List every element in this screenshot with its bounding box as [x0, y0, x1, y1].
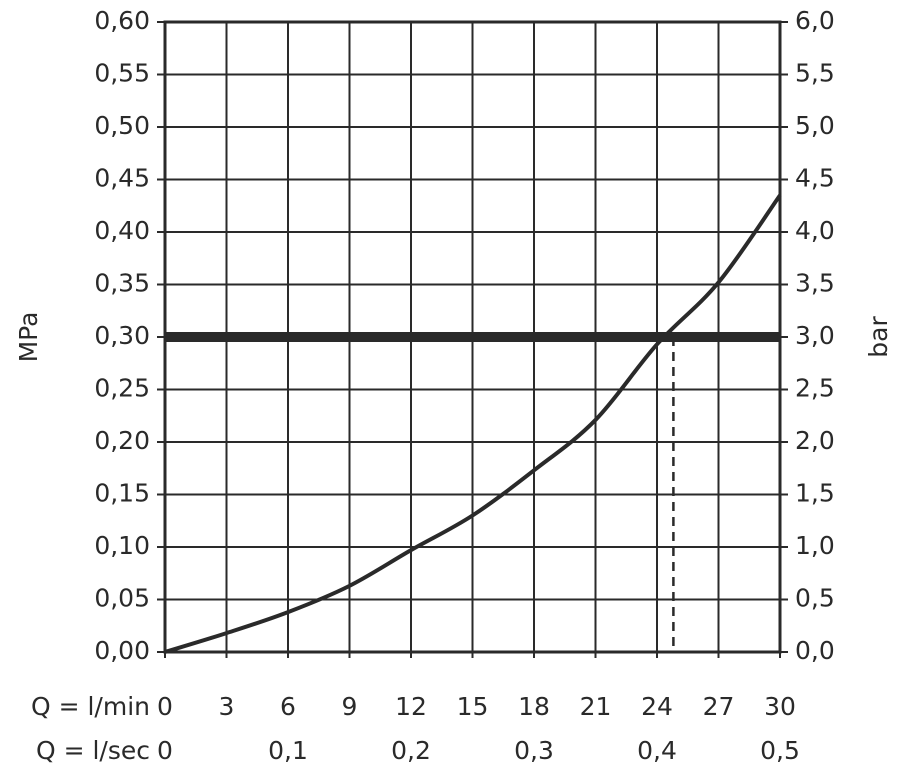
x2-tick-label: 0 [157, 736, 173, 765]
y-tick-label: 0,50 [94, 111, 150, 140]
y2-tick-label: 1,0 [795, 531, 835, 560]
x-tick-label: 6 [280, 692, 296, 721]
x-tick-label: 9 [342, 692, 358, 721]
y-tick-label: 0,20 [94, 426, 150, 455]
y2-tick-label: 5,5 [795, 59, 835, 88]
y2-tick-label: 2,5 [795, 374, 835, 403]
y2-axis-label: bar [864, 316, 893, 358]
y-tick-label: 0,40 [94, 216, 150, 245]
y2-tick-label: 3,5 [795, 269, 835, 298]
y2-tick-label: 0,0 [795, 636, 835, 665]
curve [164, 194, 782, 654]
y2-tick-label: 2,0 [795, 426, 835, 455]
x2-tick-label: 0,4 [637, 736, 677, 765]
x-tick-label: 0 [157, 692, 173, 721]
x-tick-label: 15 [457, 692, 489, 721]
y2-tick-label: 3,0 [795, 321, 835, 350]
x2-tick-label: 0,5 [760, 736, 800, 765]
y-tick-label: 0,15 [94, 479, 150, 508]
y-tick-label: 0,35 [94, 269, 150, 298]
y-tick-label: 0,45 [94, 164, 150, 193]
y-tick-label: 0,55 [94, 59, 150, 88]
x-tick-label: 27 [703, 692, 735, 721]
x2-tick-label: 0,1 [268, 736, 308, 765]
y-tick-label: 0,30 [94, 321, 150, 350]
y-tick-label: 0,25 [94, 374, 150, 403]
y2-tick-label: 0,5 [795, 584, 835, 613]
x-axis-label: Q = l/min [31, 692, 150, 721]
y2-tick-label: 4,5 [795, 164, 835, 193]
y-tick-label: 0,60 [94, 6, 150, 35]
y2-tick-label: 5,0 [795, 111, 835, 140]
y2-tick-label: 6,0 [795, 6, 835, 35]
x2-axis-label: Q = l/sec [36, 736, 150, 765]
x-tick-label: 24 [641, 692, 673, 721]
x-tick-label: 21 [580, 692, 612, 721]
x-tick-label: 12 [395, 692, 427, 721]
y-tick-label: 0,10 [94, 531, 150, 560]
y2-tick-label: 4,0 [795, 216, 835, 245]
x2-tick-label: 0,2 [391, 736, 431, 765]
x-tick-label: 3 [219, 692, 235, 721]
x2-tick-label: 0,3 [514, 736, 554, 765]
x-tick-label: 30 [764, 692, 796, 721]
y2-tick-label: 1,5 [795, 479, 835, 508]
y-tick-label: 0,05 [94, 584, 150, 613]
y-axis-label: MPa [14, 312, 43, 363]
y-tick-label: 0,00 [94, 636, 150, 665]
x-tick-label: 18 [518, 692, 550, 721]
